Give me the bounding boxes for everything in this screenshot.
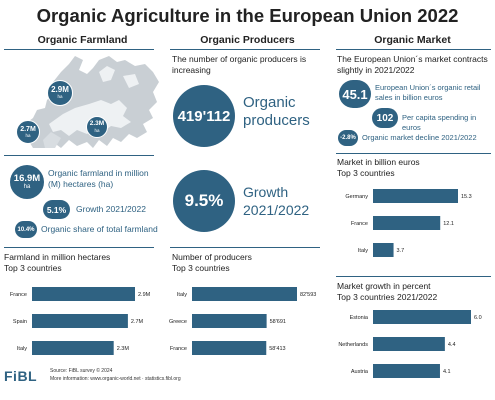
bar xyxy=(373,310,471,324)
bar xyxy=(192,287,297,301)
producers-growth-bubble: 9.5% xyxy=(173,170,235,232)
producers-growth-label: Growth 2021/2022 xyxy=(243,184,310,218)
market-percapita-bubble: 102 xyxy=(372,108,398,128)
stat-value: 16.9M xyxy=(13,172,41,184)
bar-value-label: 2.7M xyxy=(131,319,144,325)
footer-more: More information: www.organic-world.net … xyxy=(50,376,181,382)
stat-unit: ha xyxy=(23,184,31,191)
chart-subtitle: Top 3 countries xyxy=(4,263,62,273)
divider xyxy=(4,155,154,156)
bar-chart-market: Germany 15.3 France 12.1 Italy 3.7 xyxy=(345,189,472,257)
map-bubble-france: 2.9M ha xyxy=(47,80,73,106)
bar xyxy=(373,243,394,257)
divider xyxy=(170,49,320,50)
bar-category-label: France xyxy=(170,346,187,352)
bar-value-label: 12.1 xyxy=(443,221,454,227)
map-bubble-italy: 2.3M ha xyxy=(86,116,108,138)
divider xyxy=(336,153,491,154)
market-decline-bubble: -2.8% xyxy=(338,130,358,146)
producers-count-label: Organic producers xyxy=(243,94,310,129)
column-header-producers: Organic Producers xyxy=(200,34,295,46)
bar xyxy=(373,189,458,203)
fibl-logo: FiBL xyxy=(4,368,38,384)
chart-title: Market growth in percent xyxy=(337,281,431,291)
bar-value-label: 4.1 xyxy=(443,369,451,375)
chart-subtitle: Top 3 countries xyxy=(172,263,230,273)
bar-value-label: 4.4 xyxy=(448,342,456,348)
footer-source: Source: FiBL survey © 2024 xyxy=(50,368,113,374)
bar-category-label: Italy xyxy=(358,248,368,254)
bar-category-label: Italy xyxy=(177,292,187,298)
map-bubble-value: 2.9M xyxy=(51,85,69,95)
bar-value-label: 82'593 xyxy=(300,292,316,298)
map-bubble-unit: ha xyxy=(25,132,31,138)
market-sales-bubble: 45.1 xyxy=(339,80,371,108)
divider xyxy=(170,247,320,248)
bar-chart-growth: Estonia 6.0 Netherlands 4.4 Austria 4.1 xyxy=(338,310,482,378)
divider xyxy=(336,276,491,277)
stat-label: Organic market decline 2021/2022 xyxy=(362,133,477,142)
bar-category-label: France xyxy=(351,221,368,227)
map-bubble-unit: ha xyxy=(57,94,63,100)
bar-value-label: 3.7 xyxy=(397,248,405,254)
stat-label: European Union´s organic retail sales in… xyxy=(375,83,481,102)
map-bubble-unit: ha xyxy=(94,127,100,133)
bar-category-label: Estonia xyxy=(350,315,369,321)
bar-value-label: 2.3M xyxy=(117,346,130,352)
bar-value-label: 58'413 xyxy=(269,346,285,352)
stat-label: Growth 2021/2022 xyxy=(76,204,146,214)
bar xyxy=(192,341,267,355)
chart-subtitle: Top 3 countries xyxy=(337,168,395,178)
divider xyxy=(336,49,491,50)
stat-bubble-share: 10.4% xyxy=(15,221,37,238)
chart-subtitle: Top 3 countries 2021/2022 xyxy=(337,292,438,302)
divider xyxy=(4,247,154,248)
stat-label: Organic share of total farmland xyxy=(41,224,158,234)
bar xyxy=(32,287,135,301)
bar-category-label: Spain xyxy=(13,319,27,325)
bar-category-label: Austria xyxy=(351,369,369,375)
bar-category-label: France xyxy=(10,292,27,298)
bar-chart-farmland: France 2.9M Spain 2.7M Italy 2.3M xyxy=(10,287,151,355)
bar xyxy=(373,216,441,230)
bar xyxy=(373,364,440,378)
column-header-farmland: Organic Farmland xyxy=(37,34,128,46)
bar-category-label: Greece xyxy=(169,319,187,325)
bar xyxy=(192,314,267,328)
map-bubble-value: 2.7M xyxy=(20,125,36,133)
chart-title: Number of producers xyxy=(172,252,252,262)
map-bubble-spain: 2.7M ha xyxy=(16,120,40,144)
bar-value-label: 6.0 xyxy=(474,315,482,321)
divider xyxy=(4,49,154,50)
bar-category-label: Germany xyxy=(345,194,368,200)
stat-bubble-growth: 5.1% xyxy=(43,200,70,219)
producers-intro: The number of organic producers is incre… xyxy=(172,54,307,75)
bar-value-label: 15.3 xyxy=(461,194,472,200)
producers-count-bubble: 419'112 xyxy=(173,85,235,147)
bar-value-label: 58'691 xyxy=(270,319,286,325)
bar-category-label: Netherlands xyxy=(338,342,368,348)
stat-label: Per capita spending in euros xyxy=(402,113,477,132)
page-title: Organic Agriculture in the European Unio… xyxy=(36,5,459,26)
chart-title: Farmland in million hectares xyxy=(4,252,111,262)
bar xyxy=(32,341,114,355)
map-bubble-value: 2.3M xyxy=(89,120,105,127)
market-intro: The European Union´s market contracts sl… xyxy=(337,54,488,75)
bar-category-label: Italy xyxy=(17,346,27,352)
column-header-market: Organic Market xyxy=(374,34,451,46)
bar xyxy=(32,314,128,328)
chart-title: Market in billion euros xyxy=(337,157,420,167)
stat-label: Organic farmland in million (M) hectares… xyxy=(48,168,149,189)
bar xyxy=(373,337,445,351)
stat-bubble-farmland: 16.9M ha xyxy=(10,165,44,199)
bar-chart-producers: Italy 82'593 Greece 58'691 France 58'413 xyxy=(169,287,316,355)
bar-value-label: 2.9M xyxy=(138,292,151,298)
